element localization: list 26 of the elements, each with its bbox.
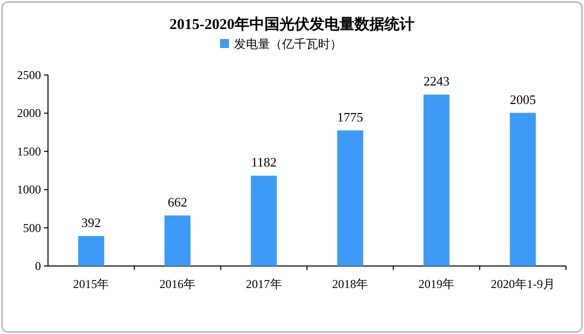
y-tick-label: 2500	[17, 68, 41, 82]
data-label: 2243	[424, 74, 450, 89]
x-tick-label: 2017年	[246, 277, 282, 291]
x-tick-label: 2016年	[160, 277, 196, 291]
data-label: 662	[168, 194, 188, 210]
y-tick-label: 1000	[17, 182, 41, 197]
y-tick-label: 1500	[17, 144, 41, 158]
bar	[424, 94, 450, 266]
x-tick-label: 2020年1-9月	[490, 277, 555, 291]
data-label: 392	[81, 215, 101, 230]
y-tick-label: 0	[35, 259, 41, 273]
x-tick-label: 2019年	[418, 277, 454, 291]
bar	[164, 215, 190, 266]
x-tick-label: 2015年	[73, 277, 110, 291]
data-label: 2005	[510, 92, 536, 107]
chart-title: 2015-2020年中国光伏发电量数据统计	[170, 16, 414, 33]
bar	[337, 130, 364, 266]
bar	[510, 112, 536, 266]
data-label: 1775	[337, 109, 364, 124]
legend-label: 发电量（亿千瓦时）	[234, 37, 342, 51]
y-tick-label: 500	[23, 220, 41, 235]
x-tick-label: 2018年	[332, 277, 368, 291]
data-label: 1182	[251, 154, 277, 170]
bar	[250, 176, 277, 266]
bar	[78, 236, 104, 266]
y-tick-label: 2000	[17, 106, 41, 120]
